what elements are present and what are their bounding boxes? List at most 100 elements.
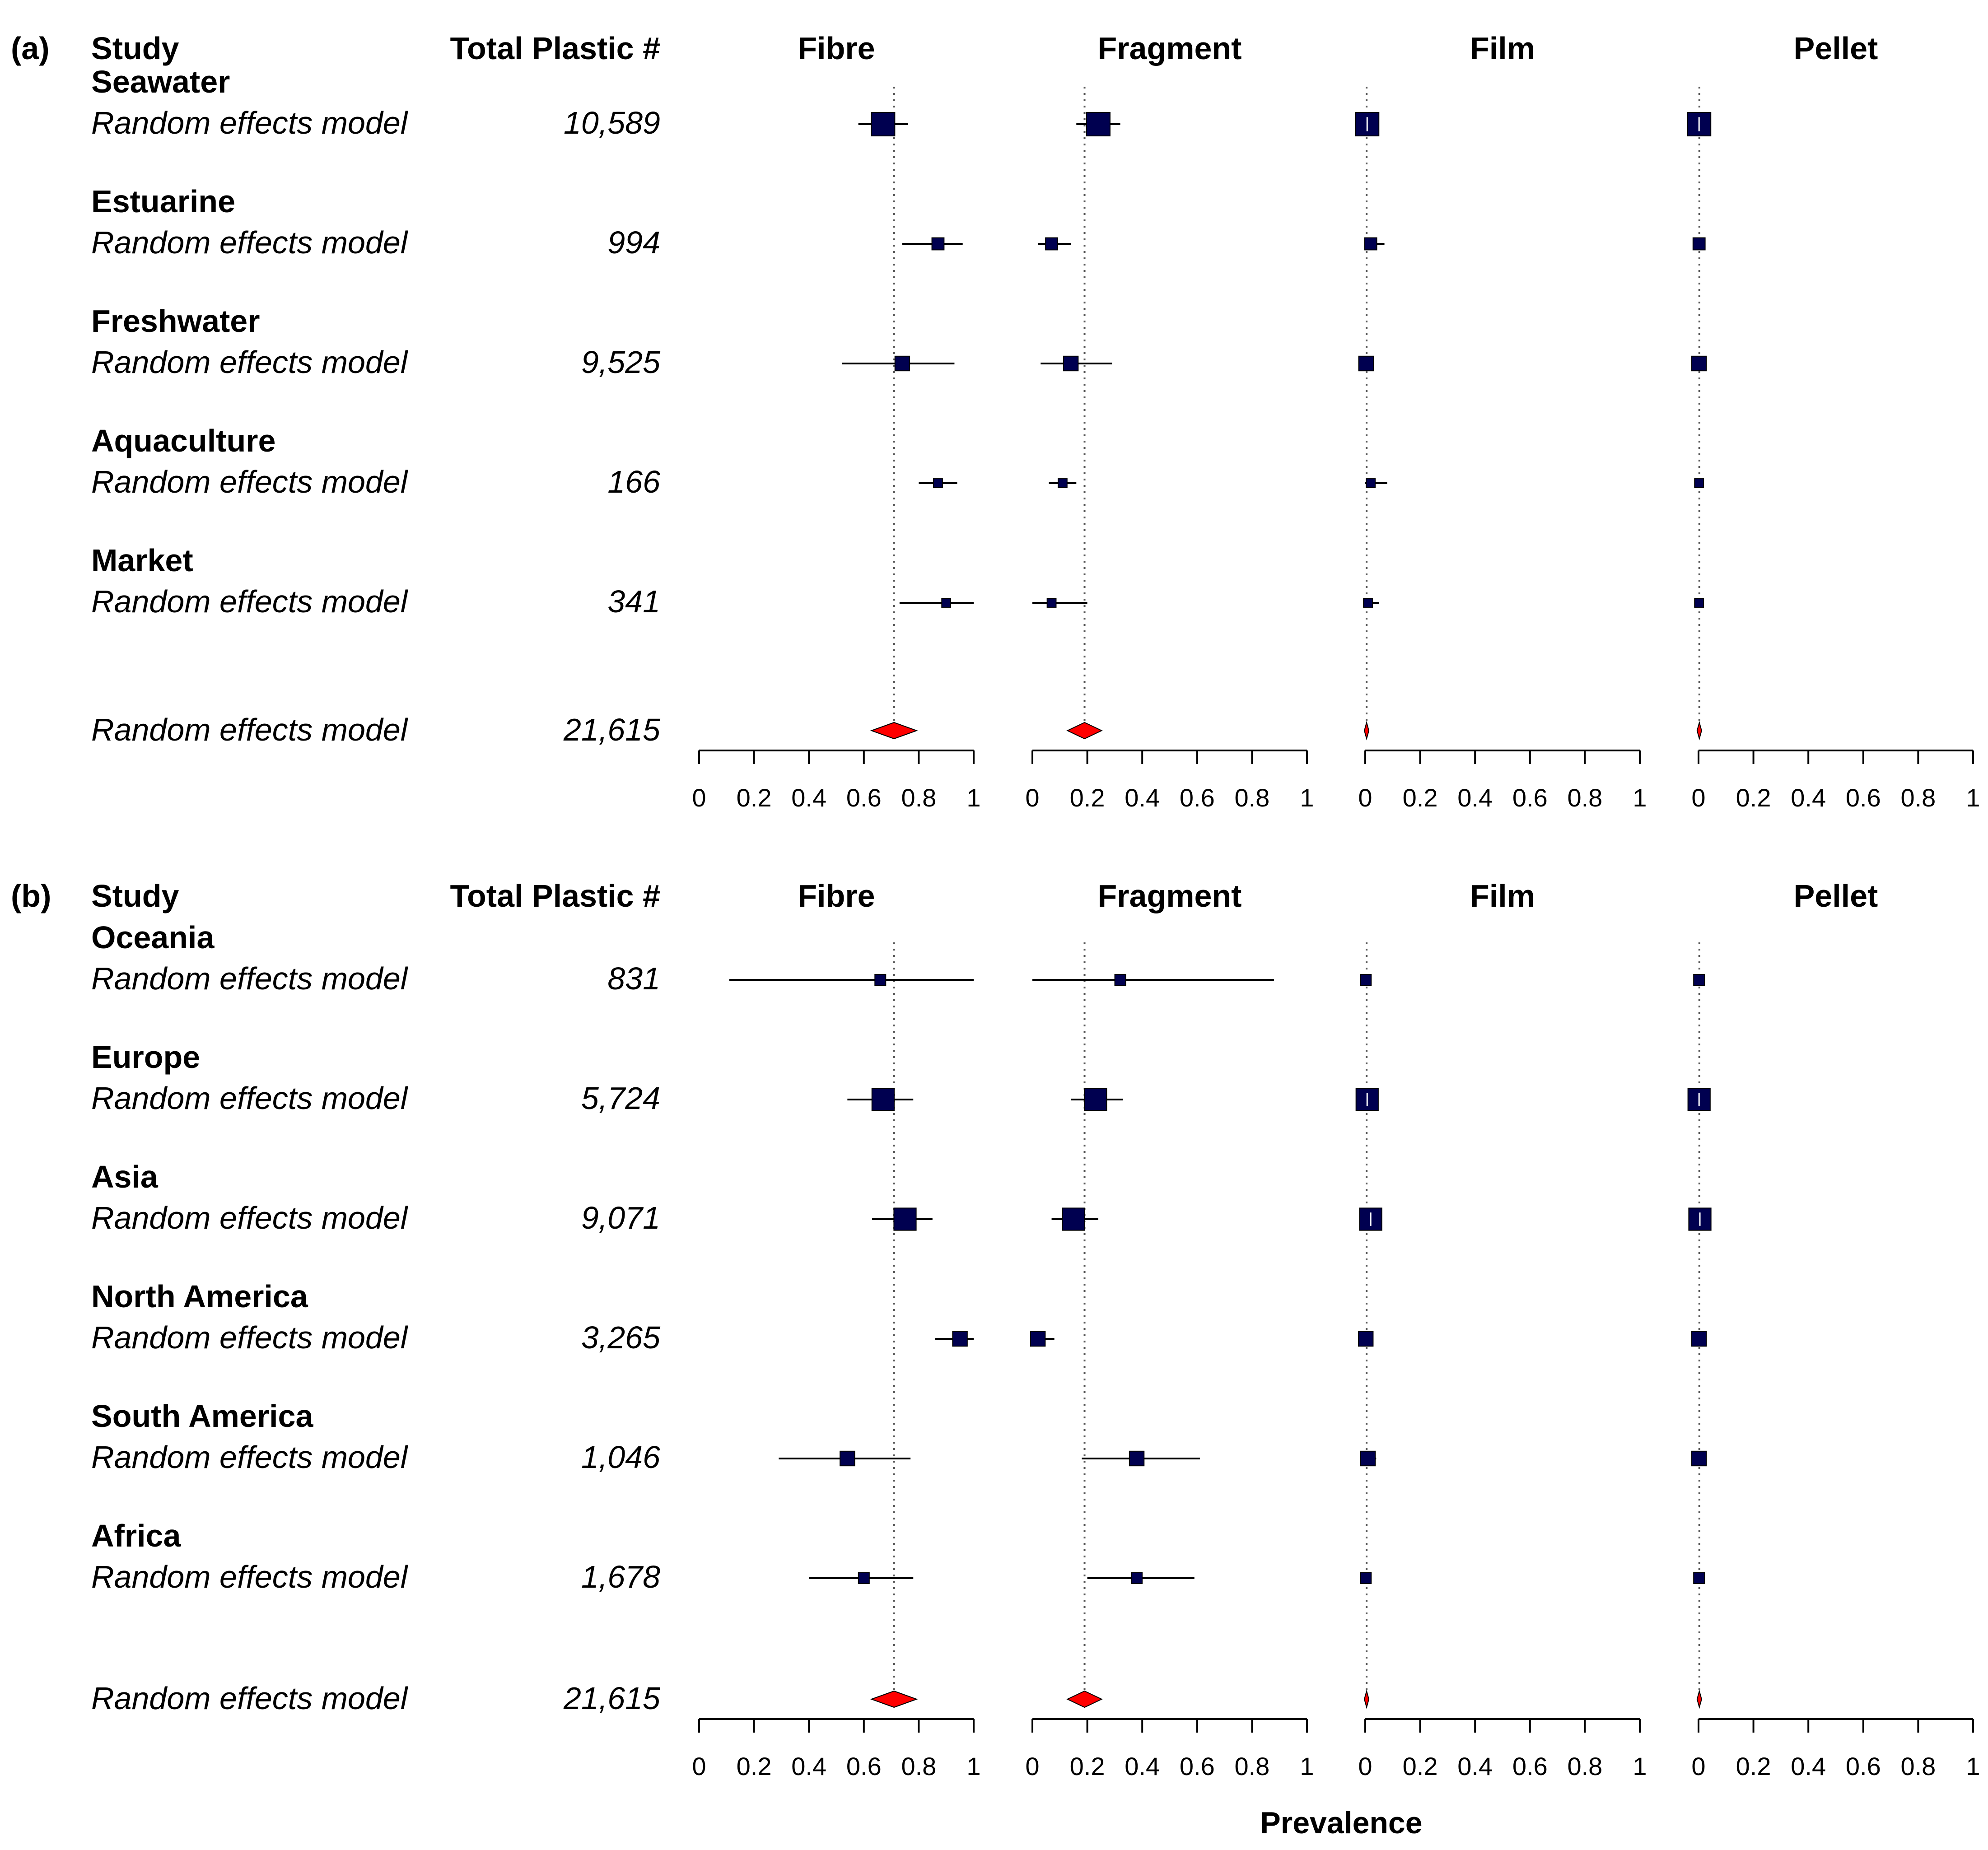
estimate-square-fragment	[1030, 1331, 1046, 1347]
group-total: 831	[607, 961, 660, 996]
x-axis-tick-label: 0.4	[791, 1752, 826, 1780]
group-model-label: Random effects model	[91, 1440, 409, 1475]
x-axis-tick-label: 0.4	[1457, 1752, 1493, 1780]
x-axis-tick-label: 0.6	[1846, 1752, 1881, 1780]
group-total: 341	[607, 584, 660, 619]
x-axis-tick-label: 0.2	[1403, 783, 1438, 812]
x-axis-tick-label: 0	[1358, 783, 1372, 812]
group-model-label: Random effects model	[91, 1320, 409, 1355]
group-model-label: Random effects model	[91, 105, 409, 140]
estimate-square-fragment	[1114, 974, 1126, 986]
x-axis-tick-label: 1	[1966, 783, 1980, 812]
x-axis-tick-label: 0	[692, 783, 706, 812]
x-axis-tick-label: 0.2	[1070, 1752, 1105, 1780]
x-axis-tick-label: 0.4	[1457, 783, 1493, 812]
estimate-square-pellet	[1694, 478, 1704, 488]
panel-label: (a)	[11, 31, 50, 66]
estimate-square-film	[1360, 1572, 1372, 1584]
x-axis-tick-label: 0.2	[1403, 1752, 1438, 1780]
estimate-square-fibre	[893, 1207, 917, 1231]
estimate-square-fibre	[874, 974, 887, 986]
pooled-diamond-film	[1364, 721, 1370, 741]
column-header-fibre: Fibre	[798, 31, 875, 66]
estimate-square-film	[1366, 478, 1376, 488]
group-name: Estuarine	[91, 184, 235, 219]
estimate-square-film	[1360, 1450, 1376, 1467]
group-model-label: Random effects model	[91, 345, 409, 380]
x-axis-tick-label: 0.6	[1512, 1752, 1548, 1780]
estimate-square-film	[1358, 1331, 1374, 1347]
estimate-square-fibre	[952, 1331, 968, 1347]
estimate-square-pellet	[1693, 974, 1705, 986]
group-name: South America	[91, 1398, 313, 1434]
x-axis-tick-label: 0.8	[901, 1752, 936, 1780]
estimate-square-pellet	[1691, 1331, 1707, 1347]
x-axis-tick-label: 0.8	[1234, 1752, 1269, 1780]
x-axis-tick-label: 0.6	[1512, 783, 1548, 812]
column-header-fragment: Fragment	[1098, 878, 1242, 913]
pooled-diamond-fragment	[1066, 722, 1103, 740]
x-axis-title: Prevalence	[1260, 1806, 1422, 1840]
x-axis-tick-label: 1	[966, 783, 980, 812]
estimate-square-fragment	[1063, 355, 1079, 372]
x-axis-tick-label: 0.6	[1180, 783, 1215, 812]
overall-total: 21,615	[563, 1681, 661, 1716]
column-header-study: Study	[91, 878, 179, 913]
x-axis-tick-label: 0.4	[1791, 1752, 1826, 1780]
estimate-square-film	[1358, 355, 1374, 372]
group-model-label: Random effects model	[91, 464, 409, 499]
group-name: Aquaculture	[91, 423, 275, 458]
group-total: 10,589	[564, 105, 660, 140]
x-axis-tick-label: 0.6	[1180, 1752, 1215, 1780]
x-axis-tick-label: 1	[1633, 1752, 1647, 1780]
x-axis-tick-label: 0	[1691, 1752, 1705, 1780]
pooled-diamond-pellet	[1696, 721, 1702, 741]
x-axis-tick-label: 0.6	[1846, 783, 1881, 812]
pooled-diamond-fibre	[870, 1690, 918, 1708]
x-axis-tick-label: 0.8	[1567, 783, 1602, 812]
group-total: 9,525	[581, 345, 661, 380]
estimate-square-fibre	[894, 355, 910, 372]
estimate-square-pellet	[1691, 1450, 1707, 1467]
group-total: 166	[607, 464, 660, 499]
x-axis-tick-label: 0.8	[1900, 783, 1936, 812]
column-header-pellet: Pellet	[1794, 31, 1878, 66]
x-axis-tick-label: 0	[1358, 1752, 1372, 1780]
group-model-label: Random effects model	[91, 1200, 409, 1235]
group-name: Asia	[91, 1159, 159, 1194]
group-name: Market	[91, 543, 193, 578]
x-axis-tick-label: 1	[966, 1752, 980, 1780]
estimate-square-film	[1364, 237, 1377, 251]
pooled-diamond-fibre	[870, 722, 918, 740]
group-name: Oceania	[91, 920, 215, 955]
group-total: 9,071	[581, 1200, 660, 1235]
estimate-square-fibre	[858, 1572, 870, 1584]
group-name: Africa	[91, 1518, 181, 1553]
estimate-square-fibre	[941, 598, 952, 608]
group-model-label: Random effects model	[91, 1559, 409, 1594]
x-axis-tick-label: 0.4	[1791, 783, 1826, 812]
x-axis-tick-label: 0.4	[1125, 783, 1160, 812]
estimate-square-fibre	[871, 1088, 895, 1111]
estimate-square-fragment	[1084, 1088, 1107, 1111]
group-total: 3,265	[581, 1320, 661, 1355]
x-axis-tick-label: 0.2	[1736, 783, 1771, 812]
estimate-square-fibre	[931, 237, 945, 251]
x-axis-tick-label: 1	[1633, 783, 1647, 812]
estimate-square-fibre	[871, 112, 896, 136]
x-axis-tick-label: 0.8	[901, 783, 936, 812]
x-axis-tick-label: 0.6	[846, 1752, 882, 1780]
x-axis-tick-label: 1	[1300, 1752, 1314, 1780]
x-axis-tick-label: 0.2	[1736, 1752, 1771, 1780]
group-model-label: Random effects model	[91, 1081, 409, 1116]
group-model-label: Random effects model	[91, 961, 409, 996]
estimate-square-film	[1360, 974, 1372, 986]
x-axis-tick-label: 1	[1966, 1752, 1980, 1780]
estimate-square-fragment	[1129, 1450, 1145, 1467]
x-axis-tick-label: 0.4	[791, 783, 826, 812]
group-total: 1,046	[581, 1440, 660, 1475]
group-model-label: Random effects model	[91, 225, 409, 260]
overall-total: 21,615	[563, 712, 661, 747]
